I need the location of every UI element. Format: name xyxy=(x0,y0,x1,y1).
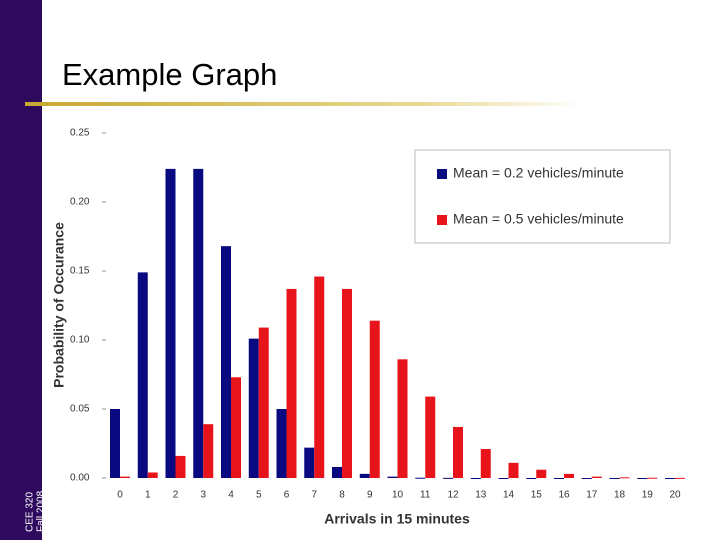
bar xyxy=(397,359,408,478)
y-axis-label: Probability of Occurance xyxy=(51,222,67,388)
bar xyxy=(304,447,315,478)
sidebar-text: Fall 2008 xyxy=(36,490,47,532)
x-tick-label: 6 xyxy=(284,490,290,501)
bar xyxy=(165,168,176,478)
bar xyxy=(221,246,231,478)
bar xyxy=(498,478,509,479)
legend-label: Mean = 0.5 vehicles/minute xyxy=(453,211,624,227)
bar xyxy=(137,272,148,478)
bar xyxy=(619,477,630,479)
x-tick-label: 4 xyxy=(228,490,234,501)
bar xyxy=(276,409,287,478)
x-tick-label: 12 xyxy=(447,490,459,501)
bar xyxy=(286,288,297,478)
bar xyxy=(647,477,658,479)
bar xyxy=(175,455,186,478)
bar xyxy=(637,478,648,479)
bar xyxy=(415,477,426,479)
bar xyxy=(665,478,675,479)
y-tick-label: 0.15 xyxy=(70,266,90,277)
x-tick-label: 17 xyxy=(586,490,598,501)
bar xyxy=(359,473,370,478)
x-tick-label: 0 xyxy=(117,490,123,501)
bar xyxy=(480,449,491,478)
x-tick-label: 3 xyxy=(200,490,206,501)
sidebar-text: CEE 320 xyxy=(25,492,36,532)
bar xyxy=(147,472,158,478)
bar xyxy=(342,288,352,478)
x-tick-label: 13 xyxy=(475,490,487,501)
bar xyxy=(591,476,602,478)
x-tick-label: 10 xyxy=(392,490,404,501)
x-tick-label: 7 xyxy=(311,490,317,501)
bar xyxy=(369,320,380,478)
bar xyxy=(193,168,204,478)
bar xyxy=(425,396,436,478)
bar xyxy=(609,478,620,479)
y-tick-label: 0.05 xyxy=(70,404,90,415)
x-tick-label: 19 xyxy=(642,490,654,501)
x-tick-label: 16 xyxy=(558,490,570,501)
sidebar xyxy=(0,0,42,540)
bar xyxy=(110,409,120,478)
bar xyxy=(581,478,592,479)
legend-swatch xyxy=(437,215,447,225)
bar xyxy=(453,426,463,478)
slide-title: Example Graph xyxy=(62,57,277,92)
bar xyxy=(526,478,537,479)
x-tick-label: 8 xyxy=(339,490,345,501)
bar xyxy=(314,276,325,478)
y-tick-label: 0.10 xyxy=(70,335,90,346)
bar xyxy=(564,473,574,478)
bar xyxy=(536,469,547,478)
bar xyxy=(508,462,519,478)
bar xyxy=(332,466,342,478)
bar xyxy=(675,477,685,479)
x-tick-label: 14 xyxy=(503,490,515,501)
x-tick-label: 11 xyxy=(420,490,431,501)
bar xyxy=(203,424,214,478)
x-tick-label: 20 xyxy=(669,490,681,501)
bar xyxy=(248,338,259,478)
bar xyxy=(554,478,564,479)
x-axis-label: Arrivals in 15 minutes xyxy=(324,511,470,527)
title-rule xyxy=(25,102,585,106)
x-tick-label: 1 xyxy=(145,490,151,501)
bar xyxy=(120,476,130,478)
legend xyxy=(414,149,671,244)
y-tick-label: 0.00 xyxy=(70,473,90,484)
bar xyxy=(231,377,241,478)
legend-label: Mean = 0.2 vehicles/minute xyxy=(453,165,624,181)
legend-swatch xyxy=(437,169,447,179)
bar xyxy=(258,327,269,478)
x-tick-label: 18 xyxy=(614,490,626,501)
x-tick-label: 15 xyxy=(531,490,543,501)
x-tick-label: 5 xyxy=(256,490,262,501)
bar xyxy=(470,478,481,479)
y-tick-label: 0.25 xyxy=(70,128,90,139)
x-tick-label: 2 xyxy=(173,490,179,501)
y-tick-label: 0.20 xyxy=(70,197,90,208)
bar xyxy=(443,477,453,479)
bar xyxy=(387,476,398,478)
x-tick-label: 9 xyxy=(367,490,373,501)
